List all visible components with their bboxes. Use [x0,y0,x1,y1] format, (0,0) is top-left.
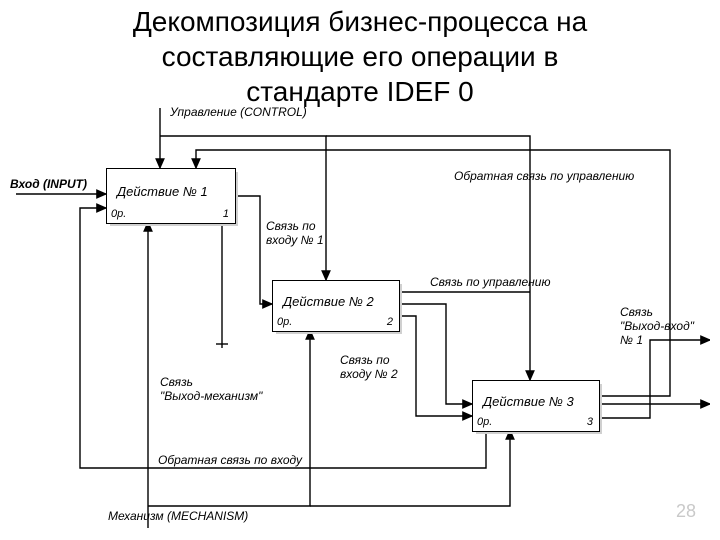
box2-corner-l: 0р. [277,316,292,329]
label-fb-control: Обратная связь по управлению [454,170,634,184]
action-box-2: Действие № 2 0р. 2 [272,280,400,332]
label-out-in: Связь "Выход-вход" № 1 [620,306,694,347]
box2-label: Действие № 2 [283,295,374,310]
box3-corner-r: 3 [587,416,593,429]
label-link-in1: Связь по входу № 1 [266,220,324,248]
label-out-mech: Связь "Выход-механизм" [160,376,262,404]
box1-label: Действие № 1 [117,185,208,200]
idef0-diagram: Действие № 1 0р. 1 Действие № 2 0р. 2 Де… [10,108,710,528]
box1-corner-l: 0р. [111,208,126,221]
box3-corner-l: 0р. [477,416,492,429]
box2-corner-r: 2 [387,316,393,329]
box3-label: Действие № 3 [483,395,574,410]
slide-title: Декомпозиция бизнес-процесса на составля… [0,4,720,109]
label-fb-input: Обратная связь по входу [158,454,302,468]
page-number: 28 [676,501,696,522]
title-line-3: стандарте IDEF 0 [246,76,473,107]
label-link-ctrl: Связь по управлению [430,276,550,290]
action-box-1: Действие № 1 0р. 1 [106,168,236,224]
action-box-3: Действие № 3 0р. 3 [472,380,600,432]
label-mechanism: Механизм (MECHANISM) [108,510,248,524]
title-line-2: составляющие его операции в [162,41,559,72]
label-link-in2: Связь по входу № 2 [340,354,398,382]
label-input: Вход (INPUT) [10,178,87,192]
box1-corner-r: 1 [223,208,229,221]
label-control: Управление (CONTROL) [170,106,307,120]
title-line-1: Декомпозиция бизнес-процесса на [133,6,587,37]
